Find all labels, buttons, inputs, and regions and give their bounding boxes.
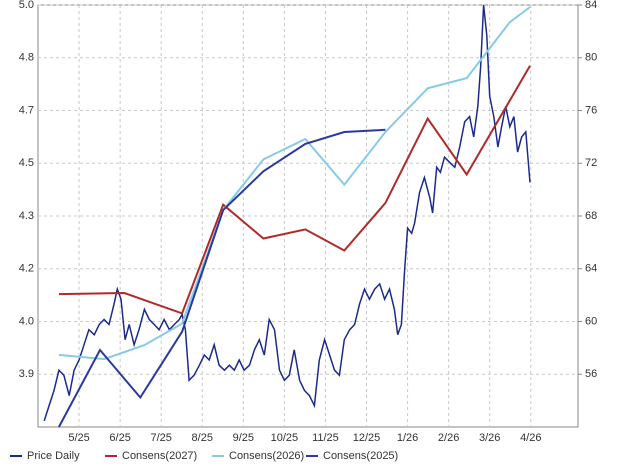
y-tick-label: 4.7 bbox=[19, 104, 34, 116]
x-tick-label: 8/25 bbox=[192, 432, 213, 444]
y-tick-label: 4.0 bbox=[19, 315, 34, 327]
y2-tick-label: 76 bbox=[585, 104, 597, 116]
series-line bbox=[58, 65, 531, 315]
x-tick-label: 5/25 bbox=[68, 432, 89, 444]
y-tick-label: 5.0 bbox=[19, 0, 34, 11]
y2-tick-label: 56 bbox=[585, 368, 597, 380]
x-tick-label: 9/25 bbox=[233, 432, 254, 444]
y2-tick-label: 64 bbox=[585, 263, 597, 275]
series-line bbox=[58, 6, 531, 361]
x-tick-label: 12/25 bbox=[353, 432, 381, 444]
x-tick-label: 6/25 bbox=[109, 432, 130, 444]
legend-label: Consens(2026) bbox=[229, 450, 304, 462]
x-tick-label: 4/26 bbox=[520, 432, 541, 444]
x-tick-label: 3/26 bbox=[479, 432, 500, 444]
x-tick-label: 11/25 bbox=[312, 432, 339, 444]
legend-label: Price Daily bbox=[27, 450, 80, 462]
series-line bbox=[58, 128, 386, 428]
legend-label: Consens(2025) bbox=[323, 450, 398, 462]
legend-label: Consens(2027) bbox=[122, 450, 197, 462]
y-tick-label: 4.3 bbox=[19, 210, 34, 222]
x-tick-label: 1/26 bbox=[397, 432, 418, 444]
y2-tick-label: 84 bbox=[585, 0, 597, 11]
x-tick-label: 10/25 bbox=[271, 432, 299, 444]
y2-tick-label: 80 bbox=[585, 52, 597, 64]
y2-tick-label: 72 bbox=[585, 157, 597, 169]
series-line bbox=[43, 4, 531, 422]
y-tick-label: 4.8 bbox=[19, 52, 34, 64]
y-tick-label: 4.2 bbox=[19, 263, 34, 275]
x-tick-label: 2/26 bbox=[438, 432, 459, 444]
y2-tick-label: 68 bbox=[585, 210, 597, 222]
y2-tick-label: 60 bbox=[585, 315, 597, 327]
y-tick-label: 3.9 bbox=[19, 368, 34, 380]
y-tick-label: 4.5 bbox=[19, 157, 34, 169]
x-tick-label: 7/25 bbox=[150, 432, 171, 444]
